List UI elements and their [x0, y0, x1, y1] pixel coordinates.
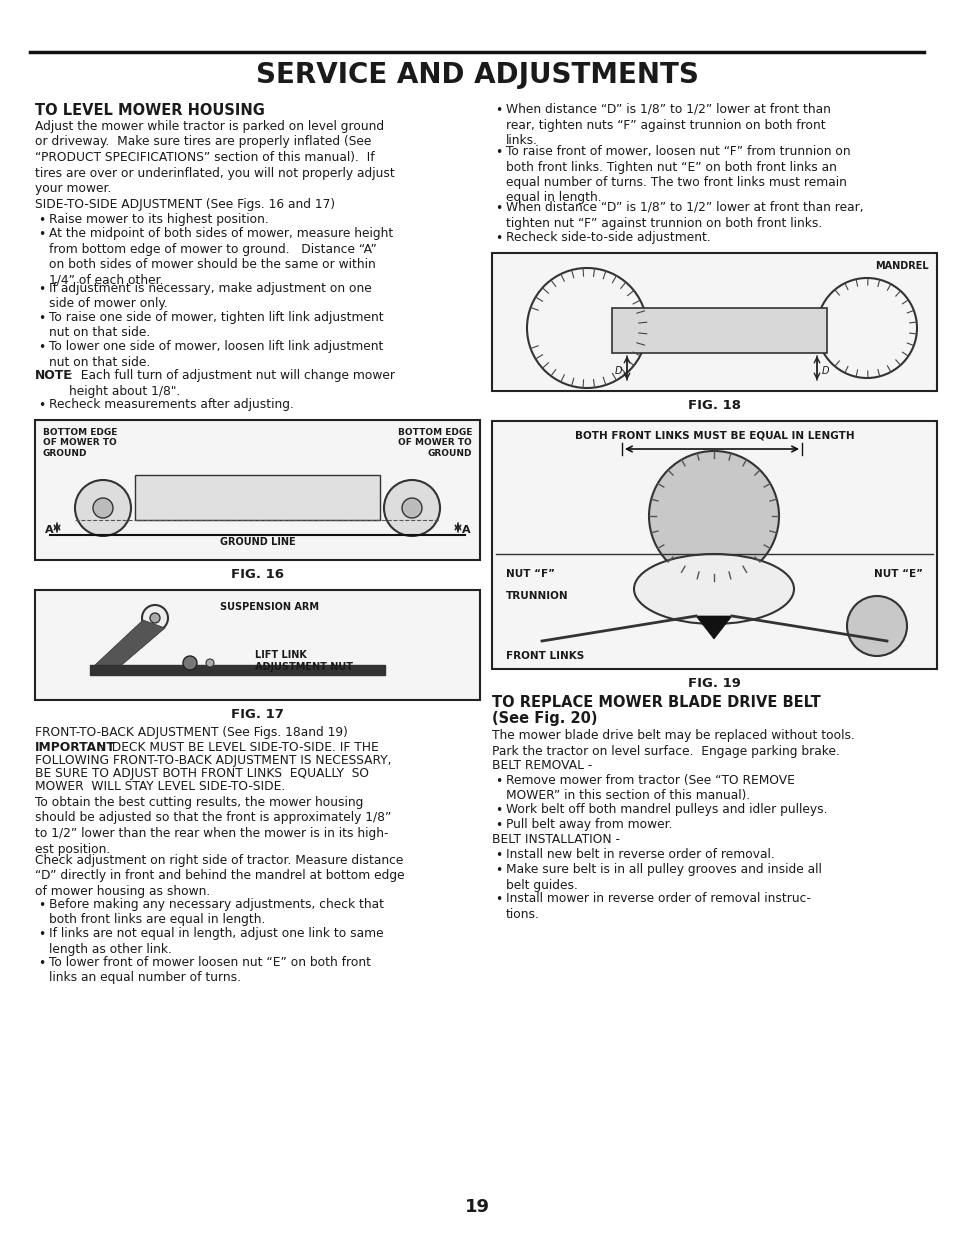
Text: FOLLOWING FRONT-TO-BACK ADJUSTMENT IS NECESSARY,: FOLLOWING FRONT-TO-BACK ADJUSTMENT IS NE…: [35, 755, 391, 767]
Text: •: •: [38, 341, 45, 354]
Text: :  DECK MUST BE LEVEL SIDE-TO-SIDE. IF THE: : DECK MUST BE LEVEL SIDE-TO-SIDE. IF TH…: [100, 741, 378, 755]
Text: FIG. 18: FIG. 18: [687, 399, 740, 412]
Text: LIFT LINK
ADJUSTMENT NUT: LIFT LINK ADJUSTMENT NUT: [254, 650, 353, 672]
Text: •: •: [38, 399, 45, 412]
Circle shape: [648, 451, 779, 580]
Text: Install new belt in reverse order of removal.: Install new belt in reverse order of rem…: [505, 848, 774, 861]
Circle shape: [75, 480, 131, 536]
Text: Remove mower from tractor (See “TO REMOVE
MOWER” in this section of this manual): Remove mower from tractor (See “TO REMOV…: [505, 774, 794, 803]
Text: Recheck measurements after adjusting.: Recheck measurements after adjusting.: [49, 398, 294, 411]
Text: When distance “D” is 1/8” to 1/2” lower at front than rear,
tighten nut “F” agai: When distance “D” is 1/8” to 1/2” lower …: [505, 201, 862, 230]
Text: SUSPENSION ARM: SUSPENSION ARM: [220, 601, 318, 613]
Text: •: •: [495, 104, 501, 117]
Text: SERVICE AND ADJUSTMENTS: SERVICE AND ADJUSTMENTS: [255, 61, 698, 89]
Polygon shape: [696, 616, 731, 638]
Text: Adjust the mower while tractor is parked on level ground
or driveway.  Make sure: Adjust the mower while tractor is parked…: [35, 120, 395, 195]
Text: A: A: [45, 525, 53, 535]
Text: GROUND LINE: GROUND LINE: [219, 537, 295, 547]
Text: •: •: [495, 146, 501, 159]
Text: Raise mower to its highest position.: Raise mower to its highest position.: [49, 212, 269, 226]
Circle shape: [150, 613, 160, 622]
Text: •: •: [38, 957, 45, 969]
Text: FIG. 17: FIG. 17: [231, 708, 284, 721]
Text: NUT “F”: NUT “F”: [505, 569, 555, 579]
Text: FIG. 16: FIG. 16: [231, 568, 284, 580]
Text: TO LEVEL MOWER HOUSING: TO LEVEL MOWER HOUSING: [35, 103, 265, 119]
Text: BE SURE TO ADJUST BOTH FRONT LINKS  EQUALLY  SO: BE SURE TO ADJUST BOTH FRONT LINKS EQUAL…: [35, 767, 369, 781]
Text: To obtain the best cutting results, the mower housing
should be adjusted so that: To obtain the best cutting results, the …: [35, 797, 391, 856]
Text: •: •: [495, 893, 501, 906]
Text: BOTH FRONT LINKS MUST BE EQUAL IN LENGTH: BOTH FRONT LINKS MUST BE EQUAL IN LENGTH: [574, 431, 854, 441]
Text: Recheck side-to-side adjustment.: Recheck side-to-side adjustment.: [505, 231, 710, 245]
Bar: [612, 308, 826, 353]
Text: Check adjustment on right side of tractor. Measure distance
“D” directly in fron: Check adjustment on right side of tracto…: [35, 853, 404, 898]
Text: 19: 19: [464, 1198, 489, 1216]
Circle shape: [183, 656, 196, 671]
Text: TRUNNION: TRUNNION: [505, 592, 568, 601]
Text: D: D: [821, 366, 828, 375]
Bar: [135, 475, 379, 520]
Circle shape: [401, 498, 421, 517]
Text: BOTTOM EDGE
OF MOWER TO
GROUND: BOTTOM EDGE OF MOWER TO GROUND: [397, 429, 472, 458]
Text: BELT INSTALLATION -: BELT INSTALLATION -: [492, 832, 619, 846]
Text: •: •: [495, 776, 501, 788]
Text: TO REPLACE MOWER BLADE DRIVE BELT: TO REPLACE MOWER BLADE DRIVE BELT: [492, 695, 820, 710]
Text: The mower blade drive belt may be replaced without tools.
Park the tractor on le: The mower blade drive belt may be replac…: [492, 729, 854, 757]
Text: •: •: [38, 927, 45, 941]
Bar: [492, 421, 936, 669]
Text: At the midpoint of both sides of mower, measure height
from bottom edge of mower: At the midpoint of both sides of mower, …: [49, 227, 393, 287]
Circle shape: [384, 480, 439, 536]
Bar: [492, 253, 936, 391]
Text: MOWER  WILL STAY LEVEL SIDE-TO-SIDE.: MOWER WILL STAY LEVEL SIDE-TO-SIDE.: [35, 781, 285, 793]
Circle shape: [92, 498, 112, 517]
Text: •: •: [38, 228, 45, 241]
Text: Install mower in reverse order of removal instruc-
tions.: Install mower in reverse order of remova…: [505, 892, 810, 920]
Text: FIG. 19: FIG. 19: [687, 677, 740, 690]
Circle shape: [846, 597, 906, 656]
Text: To raise front of mower, loosen nut “F” from trunnion on
both front links. Tight: To raise front of mower, loosen nut “F” …: [505, 144, 850, 205]
Text: When distance “D” is 1/8” to 1/2” lower at front than
rear, tighten nuts “F” aga: When distance “D” is 1/8” to 1/2” lower …: [505, 103, 830, 147]
Text: If adjustment is necessary, make adjustment on one
side of mower only.: If adjustment is necessary, make adjustm…: [49, 282, 372, 310]
Text: FRONT-TO-BACK ADJUSTMENT (See Figs. 18and 19): FRONT-TO-BACK ADJUSTMENT (See Figs. 18an…: [35, 726, 348, 739]
Text: BOTTOM EDGE
OF MOWER TO
GROUND: BOTTOM EDGE OF MOWER TO GROUND: [43, 429, 117, 458]
Circle shape: [142, 605, 168, 631]
Text: FRONT LINKS: FRONT LINKS: [505, 651, 583, 661]
Bar: [35, 590, 479, 700]
Text: Before making any necessary adjustments, check that
both front links are equal i: Before making any necessary adjustments,…: [49, 898, 384, 926]
Text: NOTE: NOTE: [35, 369, 72, 382]
Text: To lower one side of mower, loosen lift link adjustment
nut on that side.: To lower one side of mower, loosen lift …: [49, 340, 383, 368]
Text: •: •: [495, 819, 501, 832]
Text: IMPORTANT: IMPORTANT: [35, 741, 115, 755]
Text: MANDREL: MANDREL: [875, 261, 928, 270]
Text: NUT “E”: NUT “E”: [873, 569, 923, 579]
Text: A: A: [461, 525, 470, 535]
Text: Work belt off both mandrel pulleys and idler pulleys.: Work belt off both mandrel pulleys and i…: [505, 803, 826, 816]
Text: •: •: [495, 232, 501, 245]
Polygon shape: [95, 620, 165, 676]
Text: •: •: [38, 312, 45, 325]
Text: D: D: [614, 366, 621, 375]
Text: To lower front of mower loosen nut “E” on both front
links an equal number of tu: To lower front of mower loosen nut “E” o…: [49, 956, 371, 984]
Text: •: •: [38, 214, 45, 227]
Text: (See Fig. 20): (See Fig. 20): [492, 711, 597, 726]
Text: Pull belt away from mower.: Pull belt away from mower.: [505, 818, 672, 831]
Text: To raise one side of mower, tighten lift link adjustment
nut on that side.: To raise one side of mower, tighten lift…: [49, 311, 383, 340]
Text: Make sure belt is in all pulley grooves and inside all
belt guides.: Make sure belt is in all pulley grooves …: [505, 863, 821, 892]
Text: SIDE-TO-SIDE ADJUSTMENT (See Figs. 16 and 17): SIDE-TO-SIDE ADJUSTMENT (See Figs. 16 an…: [35, 198, 335, 211]
Text: :  Each full turn of adjustment nut will change mower
height about 1/8".: : Each full turn of adjustment nut will …: [69, 369, 395, 398]
Text: •: •: [38, 283, 45, 296]
Text: BELT REMOVAL -: BELT REMOVAL -: [492, 760, 592, 772]
Text: •: •: [38, 899, 45, 911]
Text: If links are not equal in length, adjust one link to same
length as other link.: If links are not equal in length, adjust…: [49, 927, 383, 956]
Circle shape: [206, 659, 213, 667]
Text: •: •: [495, 864, 501, 877]
Ellipse shape: [634, 555, 793, 624]
Text: •: •: [495, 848, 501, 862]
Text: •: •: [495, 804, 501, 818]
Text: •: •: [495, 203, 501, 215]
Bar: [35, 420, 479, 559]
Polygon shape: [90, 664, 385, 676]
